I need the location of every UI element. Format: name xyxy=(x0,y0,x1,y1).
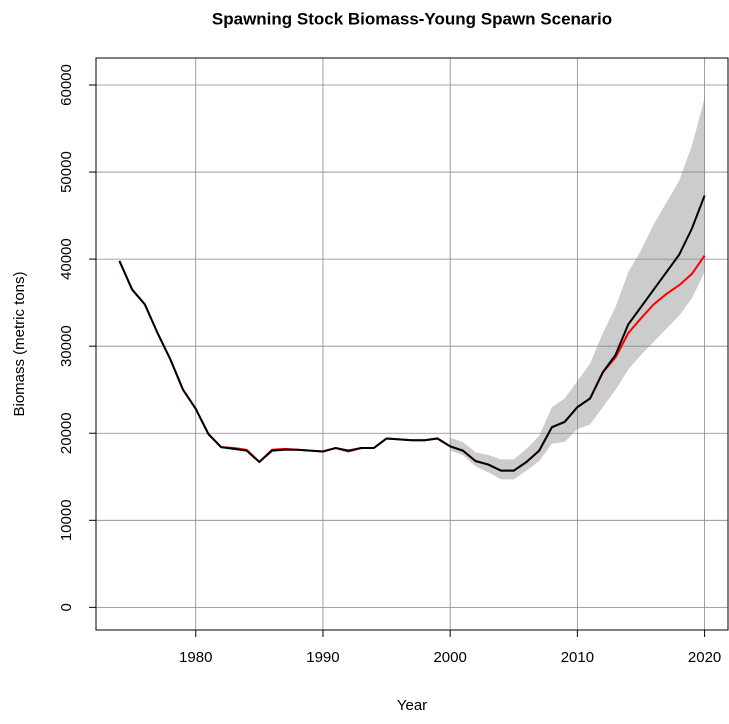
y-tick-label: 50000 xyxy=(58,151,75,193)
y-tick-label: 10000 xyxy=(58,499,75,541)
x-tick-label: 1990 xyxy=(306,649,339,666)
y-tick-label: 40000 xyxy=(58,238,75,280)
series-line xyxy=(118,195,706,472)
y-tick-label: 30000 xyxy=(58,325,75,367)
chart-title: Spawning Stock Biomass-Young Spawn Scena… xyxy=(212,9,612,28)
x-tick-label: 1980 xyxy=(179,649,212,666)
y-tick-label: 20000 xyxy=(58,412,75,454)
plot-frame xyxy=(95,57,729,631)
y-tick-label: 60000 xyxy=(58,64,75,106)
y-axis-label: Biomass (metric tons) xyxy=(11,271,28,416)
x-tick-label: 2010 xyxy=(561,649,594,666)
x-tick-label: 2000 xyxy=(433,649,466,666)
x-tick-label: 2020 xyxy=(688,649,721,666)
y-tick-label: 0 xyxy=(58,603,75,611)
x-axis-label: Year xyxy=(397,697,427,714)
